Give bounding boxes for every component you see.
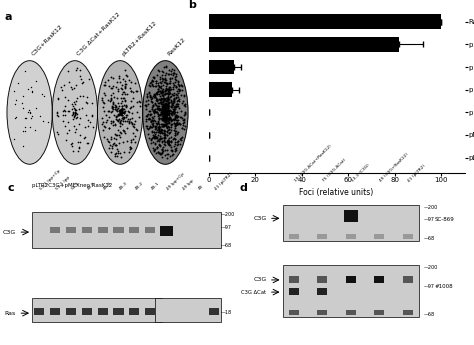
Text: —18: —18 [221, 310, 232, 315]
Bar [98, 227, 108, 233]
Bar [346, 234, 356, 239]
Bar [113, 227, 124, 233]
Text: —97: —97 [424, 284, 435, 289]
Bar [346, 310, 356, 315]
Text: —200: —200 [424, 265, 438, 270]
Text: pLTR2+RasK12: pLTR2+RasK12 [121, 20, 158, 57]
Text: #1008: #1008 [435, 284, 454, 289]
Bar [160, 226, 173, 236]
Bar [146, 308, 155, 315]
Bar [209, 14, 441, 29]
Text: 51-1 lpp: 51-1 lpp [55, 175, 71, 191]
Text: pLTR2C3G+pMEXneo RasK12: pLTR2C3G+pMEXneo RasK12 [32, 184, 112, 188]
Bar [129, 308, 139, 315]
Text: C3G: C3G [3, 230, 16, 235]
Bar [402, 234, 413, 239]
Bar [374, 310, 384, 315]
Text: a: a [5, 12, 12, 22]
Bar [289, 310, 299, 315]
Bar [209, 308, 219, 315]
Bar [146, 227, 155, 233]
Text: 49 (C3G+RasK12): 49 (C3G+RasK12) [379, 152, 410, 183]
Text: 75 (C3G ΔCat): 75 (C3G ΔCat) [322, 158, 347, 183]
Circle shape [143, 61, 188, 164]
Text: 49-4: 49-4 [102, 181, 112, 191]
Bar [113, 308, 124, 315]
Bar [50, 227, 60, 233]
Text: 49 lpp: 49 lpp [182, 178, 195, 191]
Text: —68: —68 [424, 312, 435, 317]
Text: Ras: Ras [5, 311, 16, 316]
Text: 49: 49 [198, 184, 205, 191]
Bar [374, 234, 384, 239]
Bar [129, 227, 139, 233]
Text: 41 (pLTR2): 41 (pLTR2) [214, 171, 233, 191]
Bar [82, 308, 91, 315]
Text: —97: —97 [221, 225, 232, 230]
Bar [82, 227, 91, 233]
Circle shape [52, 61, 98, 164]
Text: 49-3: 49-3 [118, 181, 128, 191]
Text: 19 (C3G ΔCat+RasK12): 19 (C3G ΔCat+RasK12) [294, 144, 333, 183]
Text: RasK12: RasK12 [166, 37, 186, 57]
Text: C3G ΔCat: C3G ΔCat [241, 289, 266, 295]
Text: —200: —200 [221, 212, 235, 217]
Text: c: c [7, 183, 14, 193]
X-axis label: Foci (relative units): Foci (relative units) [300, 188, 374, 197]
Bar [289, 234, 299, 239]
Bar [344, 210, 357, 221]
Text: C3G: C3G [253, 216, 266, 221]
Text: 41 (pLTR2): 41 (pLTR2) [408, 164, 427, 183]
Text: 49-2: 49-2 [135, 181, 144, 191]
Bar [402, 310, 413, 315]
Circle shape [7, 61, 52, 164]
Bar [209, 37, 400, 52]
Bar [98, 308, 108, 315]
Bar [289, 276, 299, 283]
Text: C3G+RasK12: C3G+RasK12 [30, 23, 64, 57]
Text: d: d [239, 183, 247, 193]
Bar [317, 288, 328, 295]
Bar [32, 212, 221, 247]
Bar [50, 308, 60, 315]
Text: 49-5: 49-5 [87, 181, 97, 191]
Text: —97: —97 [424, 217, 435, 222]
Text: b: b [188, 0, 196, 10]
Bar [374, 276, 384, 283]
Bar [283, 205, 419, 241]
Circle shape [98, 61, 143, 164]
Text: 51-1 lpp+Cp: 51-1 lpp+Cp [39, 168, 61, 191]
Bar [66, 308, 76, 315]
Text: 13-3 (C3G): 13-3 (C3G) [351, 163, 370, 183]
Text: 49 lpp+Cp: 49 lpp+Cp [166, 172, 185, 191]
Bar [317, 310, 328, 315]
Text: —68: —68 [221, 243, 232, 248]
Bar [32, 298, 162, 322]
Bar [209, 60, 234, 75]
Text: —200: —200 [424, 205, 438, 210]
Bar [155, 298, 221, 322]
Bar [209, 82, 232, 97]
Text: —68: —68 [424, 236, 435, 241]
Bar [283, 265, 419, 317]
Text: SC-869: SC-869 [435, 217, 455, 222]
Bar [317, 276, 328, 283]
Text: C3G ΔCat+RasK12: C3G ΔCat+RasK12 [76, 11, 121, 57]
Bar [66, 227, 76, 233]
Text: 51-1: 51-1 [71, 181, 81, 191]
Bar [34, 308, 44, 315]
Bar [402, 276, 413, 283]
Bar [346, 276, 356, 283]
Text: 49-1: 49-1 [150, 181, 160, 191]
Bar [289, 288, 299, 295]
Text: C3G: C3G [253, 277, 266, 283]
Bar [317, 234, 328, 239]
